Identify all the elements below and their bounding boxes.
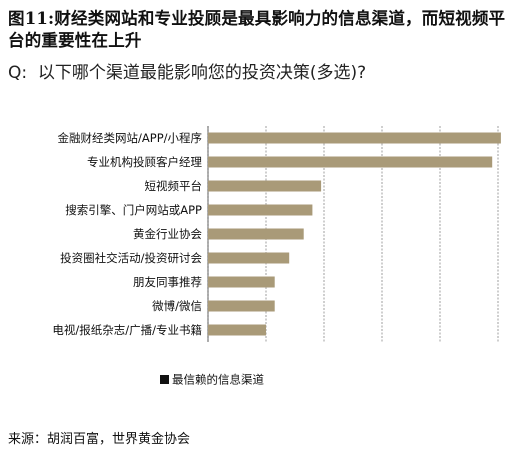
category-label: 电视/报纸杂志/广播/专业书籍: [52, 323, 202, 337]
legend-entry: 最信赖的信息渠道: [172, 373, 264, 387]
category-label: 微博/微信: [152, 299, 202, 313]
bar: [208, 300, 275, 312]
legend-swatch: [160, 375, 169, 384]
category-label: 投资圈社交活动/投资研讨会: [60, 251, 202, 265]
category-labels: 金融财经类网站/APP/小程序专业机构投顾客户经理短视频平台搜索引擎、门户网站或…: [52, 131, 202, 337]
bar: [208, 204, 313, 216]
legend: 最信赖的信息渠道: [160, 373, 264, 387]
bar: [208, 132, 501, 144]
category-label: 专业机构投顾客户经理: [87, 155, 202, 169]
bar: [208, 156, 493, 168]
category-label: 朋友同事推荐: [133, 275, 202, 289]
survey-question: Q: 以下哪个渠道最能影响您的投资决策(多选)?: [8, 63, 367, 83]
page-title: 图11:财经类网站和专业投顾是最具影响力的信息渠道，而短视频平台的重要性在上升: [8, 9, 506, 50]
bars: [208, 132, 501, 336]
bar: [208, 324, 266, 336]
source-note: 来源：胡润百富，世界黄金协会: [8, 432, 191, 447]
bar: [208, 252, 290, 264]
category-label: 搜索引擎、门户网站或APP: [65, 203, 202, 217]
bar: [208, 180, 322, 192]
category-label: 短视频平台: [145, 179, 203, 193]
category-label: 黄金行业协会: [133, 227, 202, 241]
bar: [208, 276, 275, 288]
bar: [208, 228, 304, 240]
category-label: 金融财经类网站/APP/小程序: [58, 131, 202, 145]
